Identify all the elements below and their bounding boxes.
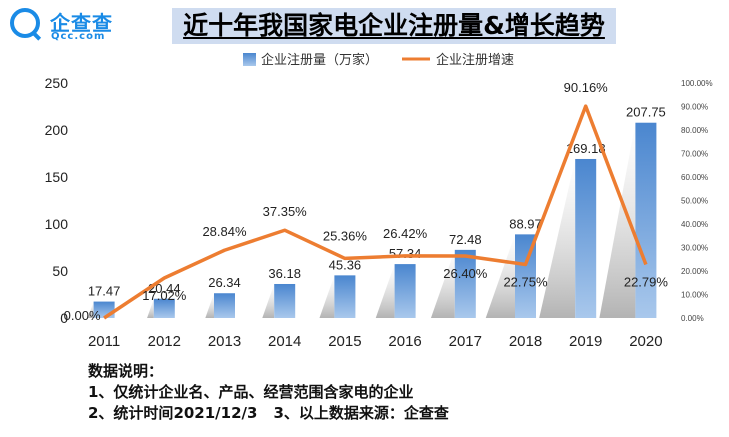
bar-2016 (394, 264, 416, 318)
bar-2019 (575, 158, 597, 318)
logo-domain: Qcc.com (51, 31, 106, 42)
y-right-tick: 60.00% (681, 173, 708, 182)
qcc-logo-icon (10, 8, 40, 38)
notes-line-1: 1、仅统计企业名、产品、经营范围含家电的企业 (88, 383, 414, 401)
y-right-tick: 10.00% (681, 291, 708, 300)
y-left-tick: 50 (52, 263, 68, 279)
y-left-tick: 150 (45, 169, 69, 185)
bar-shadow (205, 293, 214, 318)
bar-shadow (539, 158, 576, 318)
bar-label-2018: 88.97 (509, 216, 542, 231)
bar-2014 (274, 283, 296, 318)
growth-label-2011: 0.00% (64, 308, 101, 323)
qcc-logo: 企查查 Qcc.com (6, 4, 146, 46)
bar-label-2016: 57.34 (389, 246, 422, 261)
y-left-tick: 200 (45, 122, 69, 138)
growth-label-2018: 22.75% (503, 275, 548, 290)
y-right-tick: 40.00% (681, 220, 708, 229)
bar-shadow (262, 283, 275, 318)
x-tick-2014: 2014 (268, 333, 301, 350)
x-tick-2015: 2015 (328, 333, 361, 350)
bar-label-2017: 72.48 (449, 232, 482, 247)
data-notes: 数据说明： 1、仅统计企业名、产品、经营范围含家电的企业 2、统计时间2021/… (88, 361, 449, 424)
x-tick-2019: 2019 (569, 333, 602, 350)
bar-shadow (87, 301, 94, 318)
y-right-tick: 100.00% (681, 79, 713, 88)
y-left-tick: 0 (60, 310, 68, 326)
bar-shadow (430, 249, 455, 318)
notes-line-2a: 2、统计时间2021/12/3 (88, 404, 258, 422)
combo-chart: 企业注册量（万家） 企业注册增速 17.47 20.44 26.3436.1845.… (45, 52, 713, 350)
legend-swatch-bar (243, 53, 256, 66)
bar-shadow (485, 234, 515, 318)
y-right-tick: 80.00% (681, 126, 708, 135)
logo-name: 企查查 (50, 11, 113, 35)
notes-line-2: 2、统计时间2021/12/3 3、以上数据来源：企查查 (88, 403, 449, 424)
bar-2017 (454, 249, 476, 318)
bar-2013 (214, 293, 235, 318)
x-tick-2017: 2017 (449, 333, 482, 350)
growth-label-2017: 26.40% (443, 266, 488, 281)
bar-shadow (319, 275, 335, 318)
x-tick-2020: 2020 (629, 333, 662, 350)
x-tick-2013: 2013 (208, 333, 241, 350)
notes-heading: 数据说明： (88, 362, 164, 380)
growth-label-2016: 26.42% (383, 226, 428, 241)
notes-line-2b: 3、以上数据来源：企查查 (273, 404, 449, 422)
bar-shadow (599, 122, 636, 318)
bar-label-2014: 36.18 (268, 266, 301, 281)
bar-shadow (147, 298, 154, 318)
bar-label-2015: 45.36 (329, 257, 362, 272)
growth-label-2019: 90.16% (564, 80, 609, 95)
growth-label-2015: 25.36% (323, 228, 368, 243)
legend-label-line: 企业注册增速 (436, 52, 514, 67)
y-right-tick: 50.00% (681, 197, 708, 206)
y-right-tick: 0.00% (681, 314, 704, 323)
bar-2020 (635, 122, 657, 318)
y-right-tick: 20.00% (681, 267, 708, 276)
y-left-tick: 100 (45, 216, 69, 232)
legend-label-bar: 企业注册量（万家） (261, 52, 378, 67)
bar-2015 (334, 275, 356, 318)
growth-label-2013: 28.84% (202, 224, 247, 239)
bar-label-2020: 207.75 (626, 105, 666, 120)
chart-legend: 企业注册量（万家） 企业注册增速 (243, 52, 514, 67)
bar-label-2013: 26.34 (208, 275, 241, 290)
bar-label-2011: 17.47 (88, 284, 121, 299)
y-left-tick: 250 (45, 75, 69, 91)
growth-line (103, 104, 648, 320)
x-tick-2016: 2016 (388, 333, 421, 350)
bar-shadow (375, 264, 395, 318)
chart-title: 近十年我国家电企业注册量&增长趋势 (172, 8, 616, 44)
y-right-tick: 30.00% (681, 244, 708, 253)
bar-label-2019: 169.18 (566, 141, 606, 156)
y-right-tick: 90.00% (681, 103, 708, 112)
x-tick-2011: 2011 (88, 333, 120, 350)
x-tick-2012: 2012 (148, 333, 181, 350)
bar-2012 (153, 298, 175, 318)
growth-label-2020: 22.79% (624, 274, 669, 289)
growth-label-2012: 17.02% (142, 288, 187, 303)
y-right-tick: 70.00% (681, 150, 708, 159)
growth-label-2014: 37.35% (263, 204, 308, 219)
x-tick-2018: 2018 (509, 333, 542, 350)
